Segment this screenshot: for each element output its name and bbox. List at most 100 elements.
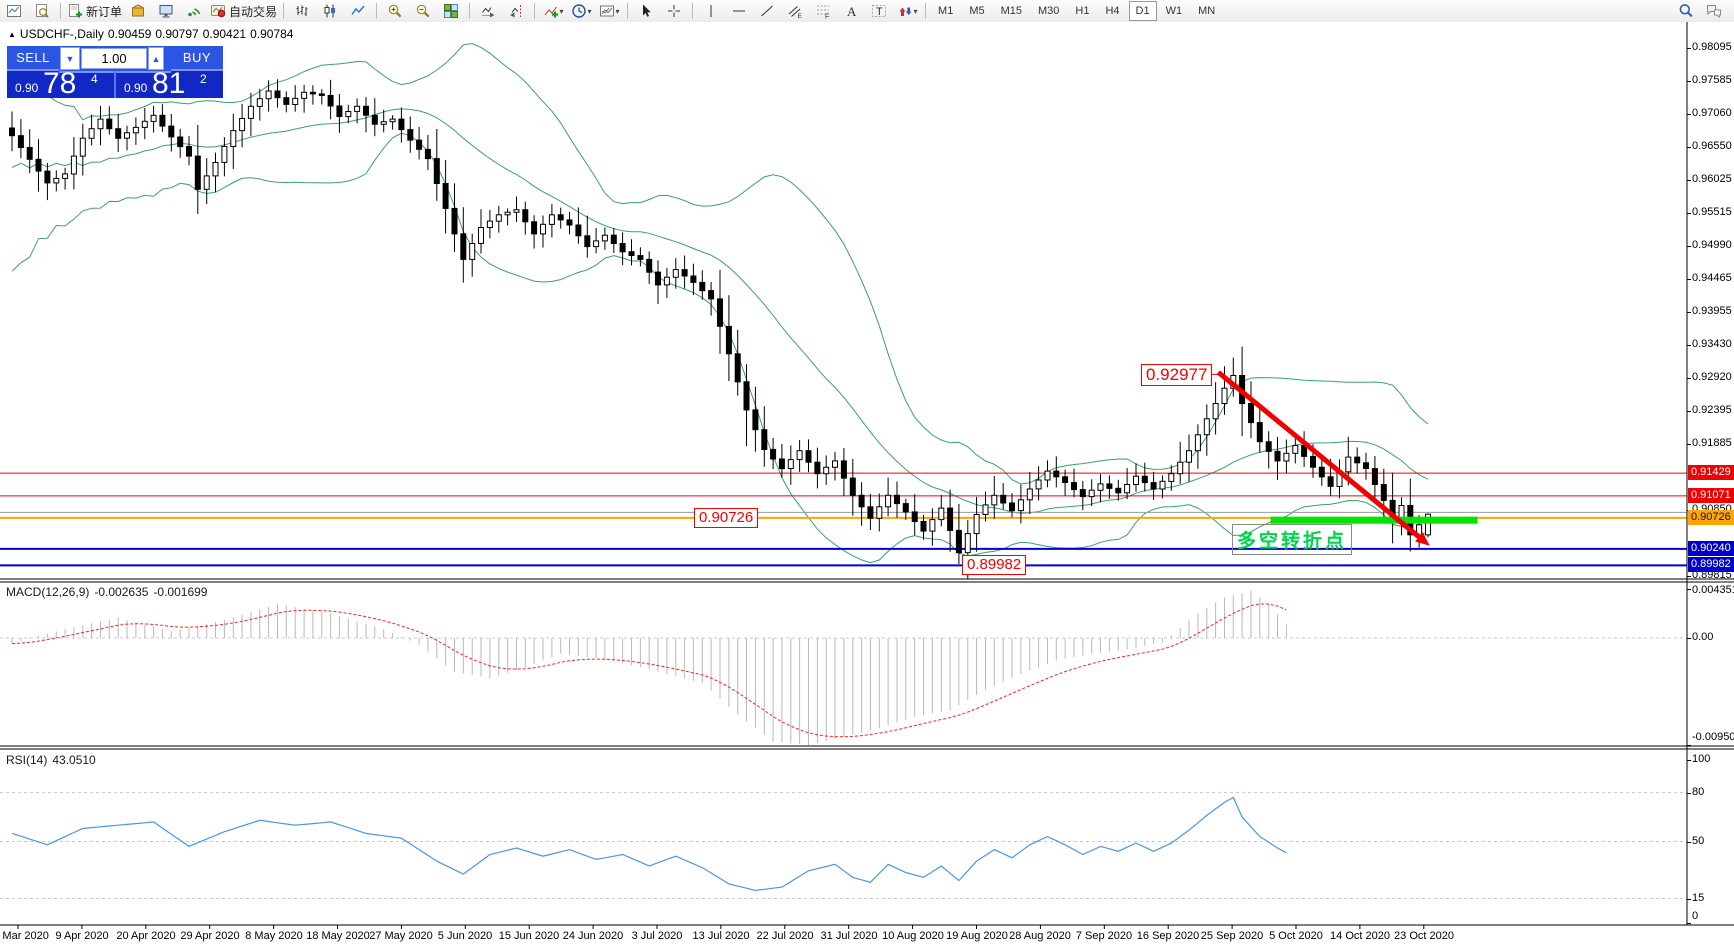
main-price-pane[interactable] [0, 42, 1687, 579]
text-label-button[interactable]: T [865, 1, 893, 21]
crosshair-button[interactable] [660, 1, 688, 21]
rsi-line [11, 796, 1287, 892]
signals-button[interactable] [180, 1, 208, 21]
indicators-icon [544, 6, 558, 18]
timeframe-m30-button[interactable]: M30 [1038, 5, 1060, 17]
vertical-line-icon [710, 5, 712, 17]
buy-price[interactable]: 0.90 81 2 [116, 71, 223, 98]
sell-button[interactable]: SELL [7, 46, 59, 71]
zoom-in-button[interactable] [381, 1, 409, 21]
toolbar-separator [692, 3, 694, 19]
equidistant-channel-icon: E [788, 6, 803, 19]
search-icon [1679, 4, 1693, 18]
market-icon [132, 4, 145, 17]
crosshair-icon [668, 5, 681, 17]
timeframe-m15-button[interactable]: M15 [1000, 5, 1022, 17]
timeframe-d1-button[interactable]: D1 [1128, 1, 1157, 21]
candlestick-icon [324, 4, 336, 18]
buy-price-small: 0.90 [124, 81, 148, 95]
volume-input[interactable] [81, 48, 147, 69]
chart-shift-icon [510, 5, 522, 18]
candlestick-button[interactable] [316, 1, 344, 21]
periods-clock-icon [571, 4, 586, 18]
timeframe-m5-button[interactable]: M5 [969, 5, 985, 17]
line-chart-button[interactable] [344, 1, 372, 21]
timeframe-h1-button[interactable]: H1 [1075, 5, 1090, 17]
horizontal-line-icon [733, 10, 746, 12]
buy-button[interactable]: BUY [171, 46, 223, 71]
bar-chart-icon [296, 5, 308, 16]
arrows-button[interactable]: ▾ [893, 1, 921, 21]
pane-borders [0, 22, 1734, 926]
tile-windows-icon [444, 4, 459, 18]
market-button[interactable] [124, 1, 152, 21]
autotrade-icon [211, 5, 226, 18]
autoscroll-button[interactable] [474, 1, 502, 21]
chat-button[interactable] [1700, 1, 1728, 21]
vertical-line-button[interactable] [697, 1, 725, 21]
autotrade-button[interactable]: 自动交易 [208, 1, 279, 21]
candles[interactable] [9, 79, 1431, 579]
trend-arrow[interactable] [1216, 370, 1430, 546]
equidistant-channel-button[interactable]: E [781, 1, 809, 21]
arrows-icon [899, 7, 911, 16]
text-button[interactable]: A [837, 1, 865, 21]
volume-decrease-button[interactable]: ▼ [60, 47, 80, 70]
templates-button[interactable]: ▾ [595, 1, 623, 21]
svg-text:T: T [876, 6, 883, 18]
macd-pane[interactable] [0, 590, 1687, 745]
text-icon: A [847, 4, 857, 19]
sell-price-sup: 4 [91, 72, 98, 86]
search-button[interactable] [1672, 1, 1700, 21]
new-order-button[interactable]: 新订单 [65, 1, 124, 21]
horizontal-level-lines[interactable] [0, 472, 1687, 567]
svg-text:F: F [825, 14, 829, 20]
expert-advisor-button[interactable] [152, 1, 180, 21]
cursor-button[interactable] [632, 1, 660, 21]
chart-shift-button[interactable] [502, 1, 530, 21]
timeframe-h4-button[interactable]: H4 [1105, 5, 1120, 17]
bar-chart-button[interactable] [288, 1, 316, 21]
expert-advisor-icon [159, 5, 173, 18]
trendline-button[interactable] [753, 1, 781, 21]
cursor-icon [643, 4, 651, 17]
sell-price-small: 0.90 [15, 81, 39, 95]
tile-windows-button[interactable] [437, 1, 465, 21]
zoom-out-button[interactable] [409, 1, 437, 21]
toolbar-separator [60, 3, 61, 19]
chart-window[interactable]: ▲ USDCHF-,Daily 0.90459 0.90797 0.90421 0.907… [0, 22, 1734, 946]
rsi-pane[interactable] [0, 792, 1687, 899]
sell-price[interactable]: 0.90 78 4 [7, 71, 116, 98]
fibonacci-button[interactable]: F [809, 1, 837, 21]
support-zone-bar[interactable] [1270, 516, 1478, 524]
time-axis-ticks [17, 925, 1425, 929]
charts-button[interactable] [0, 1, 28, 21]
sell-price-big: 78 [43, 71, 77, 98]
toolbar-separator [925, 3, 927, 19]
toolbar-separator [469, 3, 471, 19]
zoom-out-icon [416, 4, 430, 18]
macd-signal-line [11, 603, 1287, 738]
horizontal-line-button[interactable] [725, 1, 753, 21]
zoom-in-icon [388, 4, 402, 18]
toolbar-separator [534, 3, 536, 19]
macd-histogram [11, 590, 1287, 745]
templates-icon [599, 5, 614, 17]
text-label-icon: T [872, 5, 887, 18]
chart-plot[interactable] [0, 22, 1734, 946]
data-window-button[interactable] [28, 1, 56, 21]
periods-clock-button[interactable]: ▾ [567, 1, 595, 21]
one-click-trade-panel: SELL ▼ ▲ BUY 0.90 78 4 0.90 [7, 46, 223, 98]
data-window-icon [36, 4, 49, 18]
svg-text:A: A [847, 4, 857, 19]
indicators-button[interactable]: ▾ [539, 1, 567, 21]
autoscroll-icon [482, 7, 495, 18]
timeframe-m1-button[interactable]: M1 [938, 5, 954, 17]
line-chart-icon [351, 5, 365, 15]
buy-price-sup: 2 [200, 72, 207, 86]
signals-icon [188, 8, 201, 17]
timeframe-mn-button[interactable]: MN [1198, 5, 1216, 17]
timeframe-w1-button[interactable]: W1 [1165, 5, 1183, 17]
volume-increase-button[interactable]: ▲ [148, 47, 164, 70]
